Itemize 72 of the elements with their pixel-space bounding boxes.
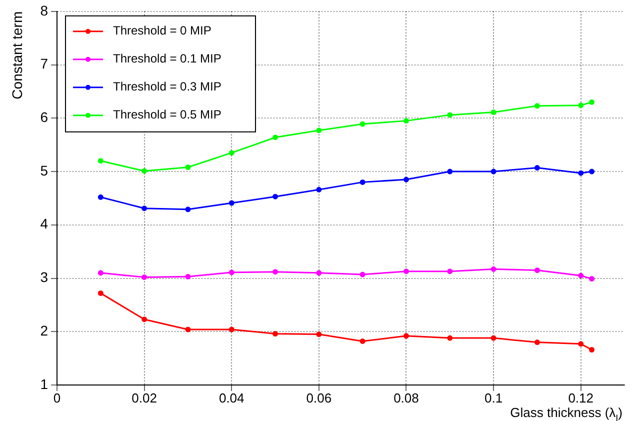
y-tick-label: 2 [40, 322, 48, 338]
x-tick-label: 0.1 [484, 390, 503, 406]
y-axis-title: Constant term [9, 11, 25, 100]
point [447, 112, 453, 118]
legend-label: Threshold = 0.3 MIP [113, 80, 222, 94]
y-tick-label: 5 [40, 162, 48, 178]
point [578, 102, 584, 108]
point [447, 335, 453, 341]
y-tick-label: 3 [40, 269, 48, 286]
x-tick-label: 0.12 [568, 390, 594, 406]
point [228, 150, 234, 156]
point [403, 333, 409, 339]
point [490, 110, 496, 116]
y-tick-label: 8 [40, 2, 48, 18]
point [142, 316, 148, 322]
point [228, 270, 234, 276]
point [360, 179, 366, 185]
point [403, 118, 409, 124]
y-tick-label: 1 [40, 376, 48, 392]
x-tick-label: 0.06 [306, 390, 332, 406]
point [316, 332, 322, 338]
point [578, 341, 584, 347]
legend-label: Threshold = 0.5 MIP [113, 108, 222, 122]
point [98, 194, 104, 200]
point [316, 128, 322, 134]
x-tick-label: 0.04 [218, 390, 244, 406]
point [185, 274, 191, 280]
point [403, 268, 409, 274]
point [447, 268, 453, 274]
point [98, 270, 104, 276]
point [272, 269, 278, 275]
point [98, 290, 104, 296]
point [360, 121, 366, 127]
point [185, 164, 191, 170]
point [534, 340, 540, 346]
y-tick-label: 6 [40, 109, 48, 125]
point [272, 331, 278, 337]
point [316, 186, 322, 192]
point [534, 268, 540, 273]
point [578, 170, 584, 176]
legend-label: Threshold = 0 MIP [113, 24, 212, 38]
point [578, 272, 584, 278]
point [360, 338, 366, 344]
x-tick-label: 0.02 [132, 390, 157, 406]
x-tick-label: 0.08 [394, 390, 419, 406]
point [490, 266, 496, 272]
point [534, 103, 540, 109]
point [589, 168, 595, 174]
point [534, 165, 540, 171]
point [272, 134, 278, 140]
point [98, 158, 104, 164]
x-tick-label: 0 [53, 390, 61, 406]
point [185, 206, 191, 212]
y-tick-label: 7 [40, 56, 48, 72]
point [447, 168, 453, 174]
point [589, 276, 595, 282]
point [360, 272, 366, 278]
point [490, 335, 496, 341]
y-tick-label: 4 [40, 216, 48, 232]
point [316, 270, 322, 276]
point [185, 326, 191, 332]
point [403, 176, 409, 182]
point [589, 99, 595, 105]
point [490, 168, 496, 174]
point [142, 168, 148, 174]
point [272, 194, 278, 200]
legend-label: Threshold = 0.1 MIP [113, 52, 222, 66]
point [228, 200, 234, 206]
point [228, 326, 234, 332]
point [142, 206, 148, 212]
point [589, 347, 595, 353]
point [142, 274, 148, 280]
